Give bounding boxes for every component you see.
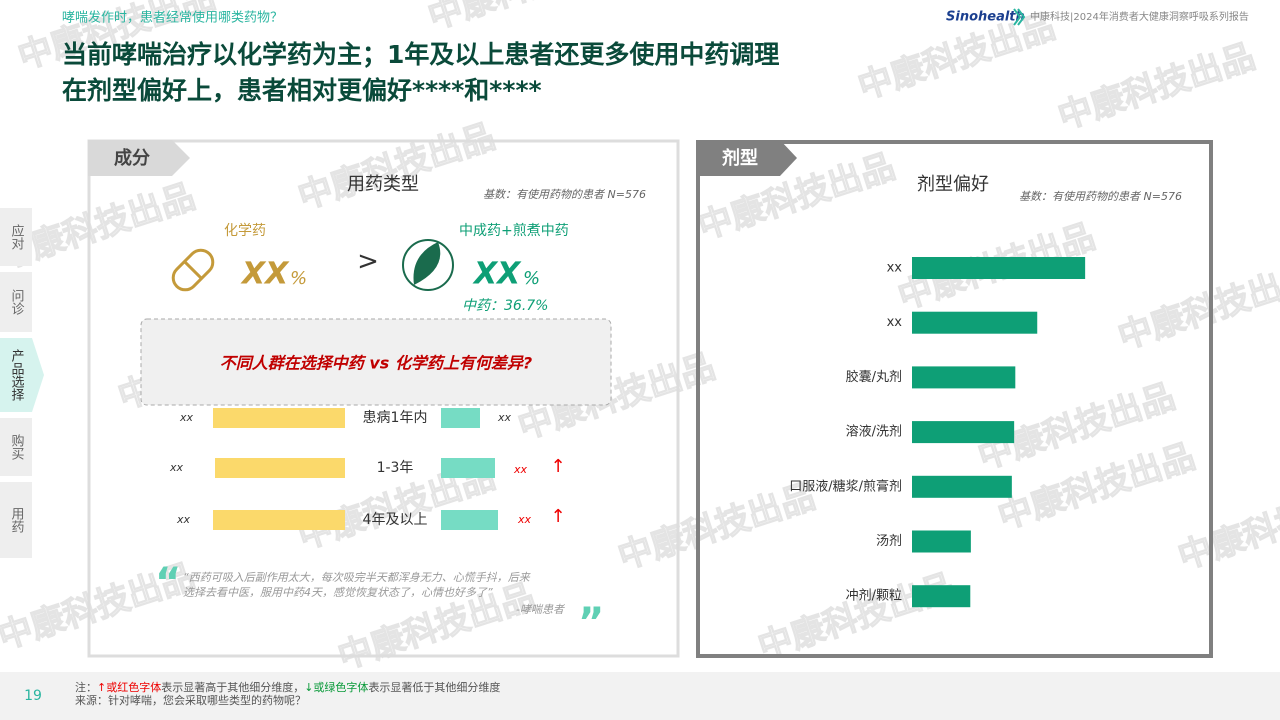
quote-line: 选择去看中医，服用中药4天，感觉恢复状态了，心情也好多了” (183, 586, 493, 599)
group-label: 4年及以上 (363, 512, 428, 528)
nav-label: 用药 (9, 507, 25, 533)
group-left: xx (176, 513, 191, 526)
group-left: xx (179, 411, 194, 424)
note-part: 注： (75, 680, 97, 694)
group-left: xx (169, 461, 184, 474)
category-label: 口服液/糖浆/煎膏剂 (789, 478, 902, 494)
up-arrow: ↑ (550, 506, 565, 527)
note-part: ↑或红色字体 (97, 680, 161, 694)
tcm-note: 中药：36.7% (462, 298, 548, 314)
side-nav: 应对 问诊 产品选择 购买 用药 (0, 208, 44, 558)
panel-heading: 用药类型 (347, 174, 419, 195)
bar (912, 257, 1086, 279)
group-right: xx (517, 513, 532, 526)
title-line: 当前哮喘治疗以化学药为主；1年及以上患者还更多使用中药调理 (62, 40, 779, 69)
nav-tab[interactable] (0, 208, 32, 266)
chart-subtitle: 基数：有使用药物的患者 N=576 (1019, 190, 1182, 203)
gt: > (357, 247, 379, 277)
quote-mark: “ (155, 560, 181, 606)
category-label: xx (887, 315, 903, 330)
mini-bar (213, 510, 345, 530)
mini-bar (441, 408, 480, 428)
brand: Sinohealth (946, 10, 1025, 25)
note-part: 表示显著低于其他细分维度 (368, 680, 500, 694)
category-label: 汤剂 (876, 534, 902, 549)
quote-author: -哮喘患者 (516, 603, 566, 616)
group-label: 患病1年内 (363, 410, 428, 426)
tcm-label: 中成药+煎煮中药 (459, 223, 569, 239)
pct: % (523, 268, 540, 289)
nav-label: 应对 (9, 223, 25, 250)
question-box (140, 318, 612, 406)
bar (912, 585, 971, 608)
nav-tab[interactable] (0, 482, 32, 558)
up-arrow: ↑ (550, 456, 565, 477)
footnote: 注：↑或红色字体表示显著高于其他细分维度，↓或绿色字体表示显著低于其他细分维度 (75, 680, 500, 694)
bar (912, 421, 1015, 444)
source: 来源：针对哮喘，您会采取哪些类型的药物呢？ (75, 693, 306, 707)
quote-line: “西药可吸入后副作用太大，每次吸完半天都浑身无力、心慌手抖，后来 (183, 571, 531, 584)
note-part: ↓或绿色字体 (304, 680, 368, 694)
tag: 剂型 (722, 147, 758, 169)
base-note: 基数：有使用药物的患者 N=576 (483, 188, 646, 201)
chart-title: 剂型偏好 (917, 174, 989, 195)
category-label: 冲剂/颗粒 (846, 589, 902, 604)
mini-bar (441, 510, 498, 530)
mini-bar (215, 458, 345, 478)
mini-bar (213, 408, 345, 428)
bar (912, 475, 1012, 498)
quote-mark: ” (578, 600, 604, 646)
question: 不同人群在选择中药 vs 化学药上有何差异? (220, 354, 532, 373)
footer-band (0, 672, 1280, 720)
category-label: xx (887, 261, 903, 276)
category-label: 胶囊/丸剂 (846, 369, 902, 385)
bar (912, 311, 1038, 334)
nav-label: 购买 (9, 433, 25, 461)
group-right: xx (497, 411, 512, 424)
leaf-icon (402, 239, 454, 291)
right-panel (696, 140, 1213, 658)
tcm-value: XX (472, 257, 522, 292)
group-right: xx (513, 463, 528, 476)
brand-logo (1013, 8, 1026, 26)
bar (912, 366, 1016, 389)
nav-label: 问诊 (9, 289, 25, 315)
nav-tab[interactable] (0, 272, 32, 332)
title-line: 在剂型偏好上，患者相对更偏好****和**** (62, 76, 542, 105)
tag-shape (697, 140, 797, 176)
report-name: 中康科技|2024年消费者大健康洞察呼吸系列报告 (1030, 10, 1249, 23)
chem-value: XX (240, 257, 290, 292)
mini-bar (441, 458, 495, 478)
header-question: 哮喘发作时，患者经常使用哪类药物？ (62, 10, 283, 26)
left-panel (87, 139, 680, 658)
tag-shape (88, 140, 190, 176)
pill-icon (171, 248, 215, 292)
pct: % (290, 268, 307, 289)
tag: 成分 (114, 147, 150, 169)
nav-tab[interactable] (0, 418, 32, 476)
nav-tab-active[interactable] (0, 338, 44, 412)
group-bars (213, 408, 498, 530)
category-label: 溶液/洗剂 (846, 425, 902, 440)
note-part: 表示显著高于其他细分维度， (161, 680, 304, 694)
group-label: 1-3年 (377, 460, 414, 476)
nav-label: 产品选择 (9, 349, 25, 401)
chem-label: 化学药 (224, 223, 266, 239)
bar (912, 530, 971, 553)
page-number: 19 (24, 688, 42, 704)
